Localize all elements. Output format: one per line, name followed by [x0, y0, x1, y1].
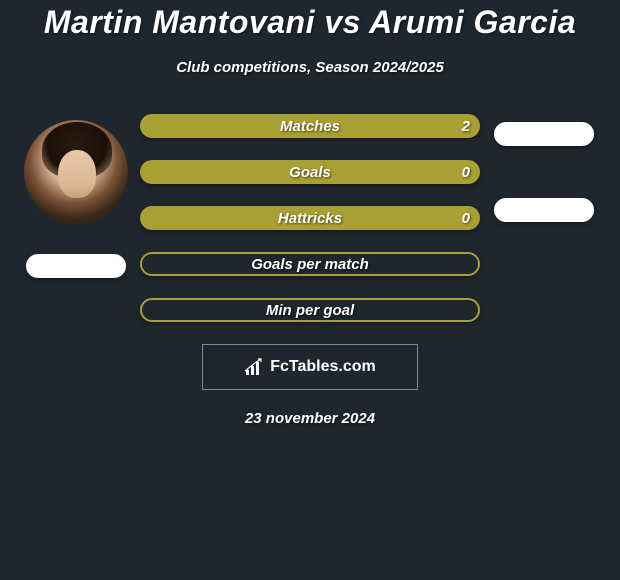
stat-value-left: 0	[462, 210, 470, 227]
stat-bar: Min per goal	[140, 298, 480, 322]
logo-box: FcTables.com	[202, 344, 418, 390]
stat-bar: Matches 2	[140, 114, 480, 138]
stat-bar: Goals 0	[140, 160, 480, 184]
stat-bar: Goals per match	[140, 252, 480, 276]
chart-icon	[244, 358, 264, 376]
right-player-col	[492, 114, 596, 222]
player-name-pill-right	[494, 198, 594, 222]
stat-label: Min per goal	[266, 302, 354, 319]
stat-label: Goals	[289, 164, 331, 181]
logo-text: FcTables.com	[270, 358, 376, 376]
comparison-row: Matches 2 Goals 0 Hattricks 0 Goals per match M…	[0, 114, 620, 322]
stat-label: Matches	[280, 118, 340, 135]
page-title: Martin Mantovani vs Arumi Garcia	[0, 4, 620, 41]
stat-value-left: 2	[462, 118, 470, 135]
stat-label: Goals per match	[251, 256, 369, 273]
stat-value-left: 0	[462, 164, 470, 181]
player-name-pill-left	[26, 254, 126, 278]
stats-column: Matches 2 Goals 0 Hattricks 0 Goals per match M…	[140, 114, 480, 322]
player-avatar-left	[24, 120, 128, 224]
left-player-col	[24, 114, 128, 278]
date-label: 23 november 2024	[0, 410, 620, 427]
subtitle: Club competitions, Season 2024/2025	[0, 59, 620, 76]
stat-bar: Hattricks 0	[140, 206, 480, 230]
stat-label: Hattricks	[278, 210, 342, 227]
player-name-pill-right	[494, 122, 594, 146]
